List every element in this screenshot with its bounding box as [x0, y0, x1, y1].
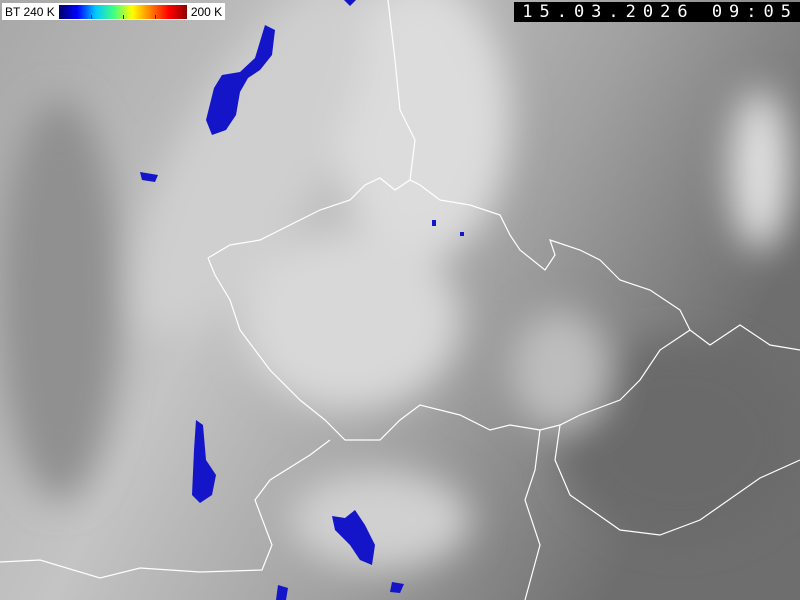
legend-label-right: 200 K: [190, 4, 223, 19]
legend-tick: [122, 14, 124, 19]
austria-germany-border: [0, 439, 331, 579]
cold-cloud-tops: [140, 0, 464, 600]
legend-label-left: BT 240 K: [5, 4, 55, 19]
czech-border: [207, 177, 691, 441]
legend-color-bar: [58, 4, 187, 19]
slovakia-poland-border: [689, 324, 800, 351]
color-legend: BT 240 K 200 K: [2, 3, 226, 20]
timestamp: 15.03.2026 09:05: [514, 2, 800, 22]
austria-hungary-border: [524, 429, 541, 600]
slovakia-hungary-border: [554, 424, 800, 536]
legend-tick: [90, 14, 92, 19]
legend-tick: [154, 14, 156, 19]
germany-poland-border: [387, 0, 416, 181]
cloud-bands: [0, 0, 800, 570]
